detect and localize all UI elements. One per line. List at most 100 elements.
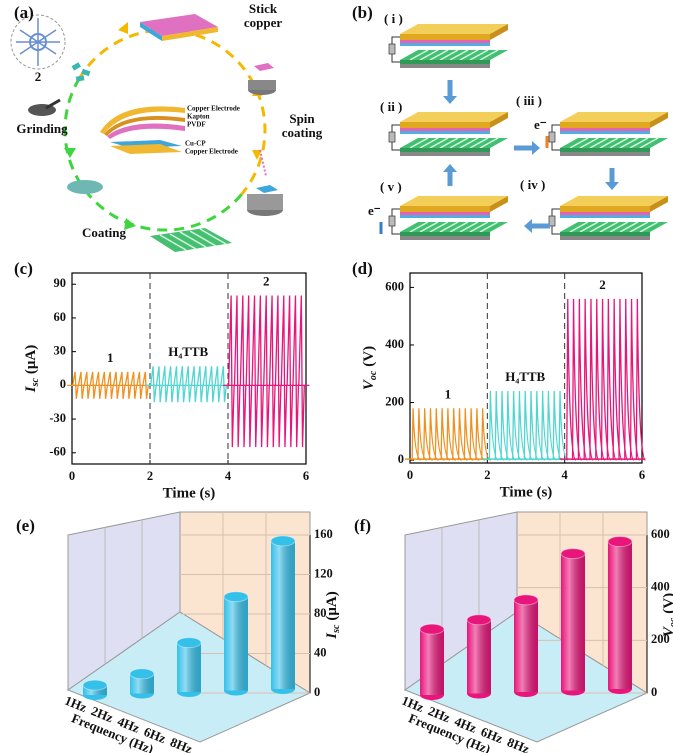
process-arrow-head (443, 164, 457, 172)
y-label-symbol: V (661, 625, 673, 637)
series-label: H₄TTB (505, 369, 545, 384)
compound-label: 2 (35, 69, 42, 84)
grid-stripe (579, 137, 599, 149)
bar-shade (514, 599, 538, 692)
y-label-unit: (μA) (324, 591, 340, 620)
electrode-top (560, 196, 668, 206)
pulse (161, 366, 169, 403)
y-label-symbol: I (324, 632, 340, 640)
grid-top (400, 50, 508, 60)
y-label-symbol: I (23, 385, 39, 393)
grid-stripes (159, 228, 227, 251)
device-stack (388, 112, 508, 156)
grid-stripe (579, 221, 599, 233)
grid-stripe (619, 137, 639, 149)
y-tick-label: 0 (651, 685, 657, 699)
kapton-layer (560, 215, 650, 218)
grid-stripe (439, 137, 459, 149)
drop (259, 149, 267, 177)
kapton-layer (400, 131, 490, 134)
pulse (506, 391, 517, 461)
pulse (136, 371, 144, 399)
crystals (71, 62, 91, 82)
x-tick-label: 2 (147, 469, 153, 483)
resistor (388, 43, 396, 55)
bar (513, 594, 539, 697)
grid-stripe (439, 49, 459, 61)
pulse (95, 371, 103, 399)
plot-frame (71, 272, 307, 465)
device-stack (548, 112, 668, 156)
bar-shade (177, 642, 201, 692)
grid-front (400, 60, 490, 64)
resistor (548, 215, 556, 227)
grid-stripe (589, 221, 609, 233)
grid-stripe (599, 137, 619, 149)
step-label: Coating (82, 225, 127, 240)
grid-stripe (429, 49, 449, 61)
pvdf-layer (560, 212, 650, 215)
y-label-subscript: oc (368, 370, 379, 380)
bar-top (607, 536, 633, 548)
grid-stripe (569, 137, 589, 149)
y-axis-label: Voc (V) (661, 593, 673, 637)
electrode-side (490, 196, 508, 212)
process-arrow-head (532, 141, 540, 155)
bar-shade (130, 673, 154, 694)
y-tick-label: -60 (49, 445, 66, 459)
pvdf-layer (400, 40, 490, 43)
pulse (167, 366, 175, 403)
y-label-subscript: sc (30, 378, 41, 388)
pulse (488, 391, 499, 461)
powder (67, 180, 103, 194)
bar-top (223, 591, 249, 603)
pulse (535, 391, 546, 461)
pulse (251, 295, 259, 448)
panel-b: ( i ) ( ii ) ( iii ) ( iv ) ( v ) e⁻ e⁻ (368, 11, 547, 218)
y-tick-label: 30 (54, 344, 67, 358)
pulse (89, 371, 97, 399)
pulse (149, 366, 157, 403)
pulse (571, 298, 583, 461)
arrow-head (118, 22, 128, 34)
plot-frame (409, 272, 643, 464)
y-tick-label: 600 (651, 527, 670, 541)
bar (176, 637, 202, 697)
step-label: Spin (289, 111, 315, 126)
x-tick-label: 6 (303, 469, 309, 483)
pulse (124, 371, 132, 399)
pulse (274, 295, 282, 448)
layer-label: PVDF (187, 121, 206, 129)
grid-stripe (429, 137, 449, 149)
crystal (75, 75, 85, 82)
y-tick-label: 120 (314, 566, 333, 580)
series-label: 2 (263, 273, 270, 288)
sample (254, 63, 274, 71)
grid-stripe (419, 137, 439, 149)
grid-stripe (409, 49, 429, 61)
y-label-subscript: sc (331, 624, 342, 634)
grid-stripe (459, 49, 479, 61)
x-tick-label: 4 (225, 469, 232, 483)
crystal-structure (16, 18, 60, 66)
grid-stripe (429, 221, 449, 233)
bar-top (560, 548, 586, 560)
bar-shade (561, 553, 585, 691)
arrow-head (252, 150, 262, 160)
bar-top (419, 623, 445, 635)
resistor (388, 131, 396, 143)
device-stack (388, 24, 508, 68)
pulse (118, 371, 126, 399)
pulse (298, 295, 305, 448)
crystal (71, 62, 81, 71)
grid-stripe (449, 137, 469, 149)
y-label-subscript: oc (668, 617, 673, 627)
pulse (577, 298, 588, 461)
pulse (618, 298, 629, 461)
bar-top (129, 668, 155, 680)
pulse (77, 371, 85, 399)
series-label: 2 (599, 277, 606, 292)
x-axis-label: Time (s) (500, 484, 553, 500)
grid-top (560, 222, 668, 232)
spin-coater (247, 194, 283, 210)
